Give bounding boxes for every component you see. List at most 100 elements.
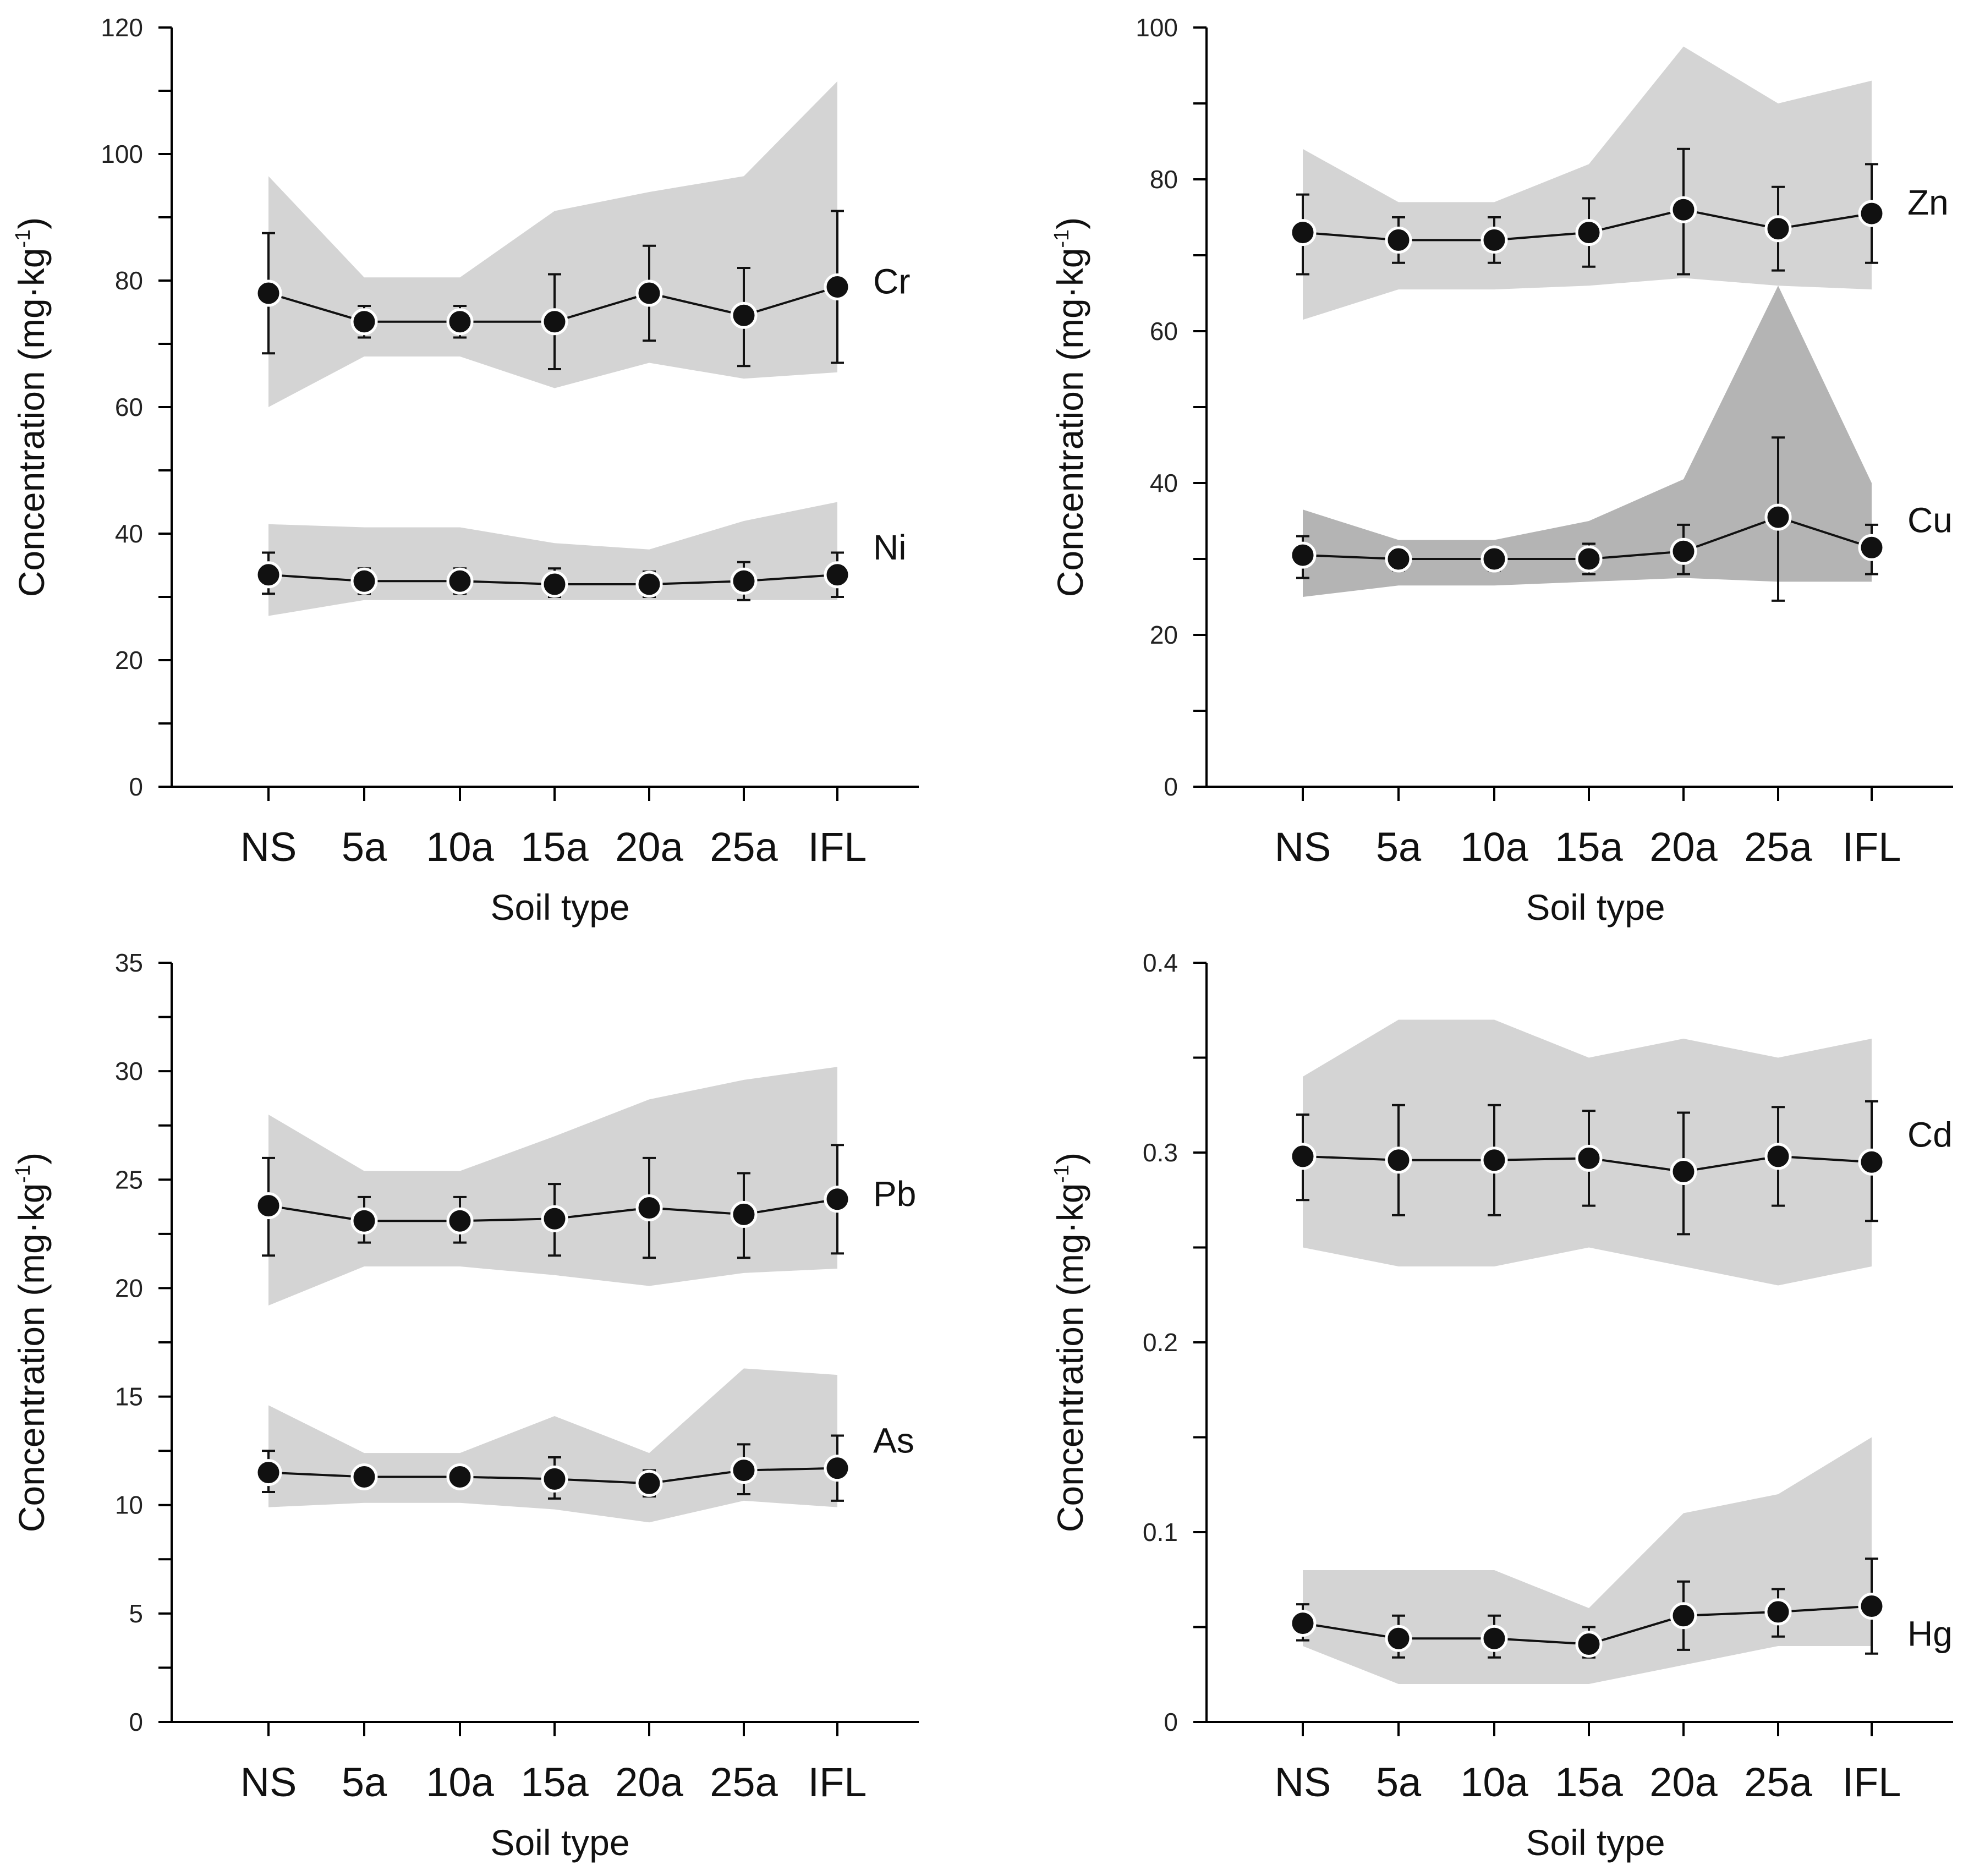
range-band-ni: [268, 502, 837, 616]
x-category-label: NS: [1275, 824, 1331, 870]
data-point-cd: [1858, 1148, 1885, 1176]
x-category-label: 5a: [1376, 1759, 1422, 1805]
x-axis-title: Soil type: [1526, 887, 1665, 928]
data-point-hg: [1480, 1625, 1508, 1652]
data-point-cu: [1480, 545, 1508, 573]
y-tick-label: 20: [115, 646, 143, 674]
data-point-pb: [255, 1192, 282, 1220]
series-label-cr: Cr: [873, 262, 911, 301]
data-point-hg: [1670, 1602, 1697, 1630]
range-band-as: [268, 1368, 837, 1523]
data-point-cu: [1385, 545, 1412, 573]
x-category-label: IFL: [808, 824, 867, 870]
x-category-label: 10a: [1460, 1759, 1528, 1805]
data-point-cu: [1670, 537, 1697, 565]
data-point-cr: [446, 308, 474, 336]
x-category-label: 15a: [1555, 1759, 1623, 1805]
x-category-label: 20a: [1649, 824, 1718, 870]
data-point-ni: [255, 561, 282, 589]
x-category-label: 25a: [1744, 824, 1812, 870]
x-category-label: 25a: [710, 824, 778, 870]
series-label-as: As: [873, 1421, 914, 1461]
data-point-pb: [541, 1205, 568, 1232]
data-point-as: [824, 1455, 851, 1482]
chart-panel-bottom-right: 0 0.1 0.2 0.3 0.4 NS 5a 10a 15a 20a 25a IFL Soil typ…: [1050, 948, 1953, 1863]
y-tick-label: 40: [115, 519, 143, 548]
range-band-pb: [268, 1067, 837, 1305]
data-point-ni: [824, 561, 851, 589]
data-point-cu: [1764, 503, 1792, 531]
y-tick-label: 120: [101, 13, 143, 42]
x-category-label: IFL: [1843, 824, 1901, 870]
x-category-label: 10a: [1460, 824, 1528, 870]
y-tick-label: 10: [115, 1491, 143, 1520]
y-tick-label: 15: [115, 1383, 143, 1411]
data-point-hg: [1575, 1631, 1603, 1658]
data-point-cd: [1670, 1158, 1697, 1185]
x-category-label: 10a: [426, 1759, 494, 1805]
y-axis-title: Concentration (mg·kg-1): [1050, 1153, 1090, 1532]
x-category-label: 15a: [1555, 824, 1623, 870]
y-tick-label: 0: [129, 1708, 143, 1736]
x-category-label: NS: [240, 824, 297, 870]
data-point-cr: [350, 308, 378, 336]
data-point-as: [541, 1465, 568, 1493]
x-category-label: 20a: [1649, 1759, 1718, 1805]
data-point-cd: [1289, 1143, 1317, 1170]
x-category-label: 25a: [710, 1759, 778, 1805]
y-tick-label: 0.3: [1143, 1138, 1178, 1167]
y-axis-title: Concentration (mg·kg-1): [1050, 217, 1090, 597]
data-point-pb: [635, 1194, 663, 1222]
y-tick-label: 100: [101, 140, 143, 168]
data-point-zn: [1385, 226, 1412, 254]
data-point-cd: [1385, 1147, 1412, 1174]
x-category-label: 5a: [1376, 824, 1422, 870]
y-tick-label: 60: [1150, 317, 1178, 345]
y-tick-label: 25: [115, 1165, 143, 1194]
data-point-as: [635, 1469, 663, 1497]
series-label-ni: Ni: [873, 528, 906, 567]
y-tick-label: 0.2: [1143, 1328, 1178, 1357]
x-category-label: 15a: [520, 1759, 589, 1805]
x-category-label: NS: [1275, 1759, 1331, 1805]
data-point-cr: [730, 301, 758, 329]
y-tick-label: 60: [115, 393, 143, 421]
range-band-zn: [1303, 46, 1872, 320]
data-point-cd: [1480, 1147, 1508, 1174]
y-tick-label: 0: [1164, 772, 1178, 801]
y-axis-title: Concentration (mg·kg-1): [11, 217, 52, 597]
data-point-cr: [635, 279, 663, 307]
data-point-as: [255, 1459, 282, 1486]
x-category-label: NS: [240, 1759, 297, 1805]
data-point-zn: [1480, 226, 1508, 254]
y-tick-label: 80: [1150, 165, 1178, 194]
y-tick-label: 20: [1150, 621, 1178, 649]
x-axis-title: Soil type: [490, 887, 629, 928]
y-tick-label: 0: [129, 772, 143, 801]
y-tick-label: 40: [1150, 469, 1178, 497]
data-point-ni: [541, 571, 568, 598]
x-category-label: 25a: [1744, 1759, 1812, 1805]
data-point-cr: [255, 279, 282, 307]
y-tick-label: 5: [129, 1599, 143, 1628]
data-point-ni: [730, 567, 758, 595]
data-point-as: [350, 1463, 378, 1490]
data-point-zn: [1575, 219, 1603, 246]
x-axis-title: Soil type: [1526, 1822, 1665, 1863]
x-category-label: 20a: [615, 824, 683, 870]
data-point-hg: [1858, 1593, 1885, 1620]
data-point-ni: [635, 571, 663, 598]
x-category-label: 15a: [520, 824, 589, 870]
data-point-ni: [446, 567, 474, 595]
data-point-pb: [824, 1186, 851, 1213]
data-point-zn: [1289, 219, 1317, 246]
data-point-hg: [1385, 1625, 1412, 1652]
series-label-hg: Hg: [1907, 1614, 1953, 1654]
data-point-as: [446, 1463, 474, 1490]
data-point-zn: [1858, 200, 1885, 227]
x-category-label: IFL: [808, 1759, 867, 1805]
y-tick-label: 80: [115, 266, 143, 295]
data-point-pb: [730, 1200, 758, 1228]
series-label-cu: Cu: [1907, 500, 1953, 540]
data-point-cd: [1764, 1143, 1792, 1170]
